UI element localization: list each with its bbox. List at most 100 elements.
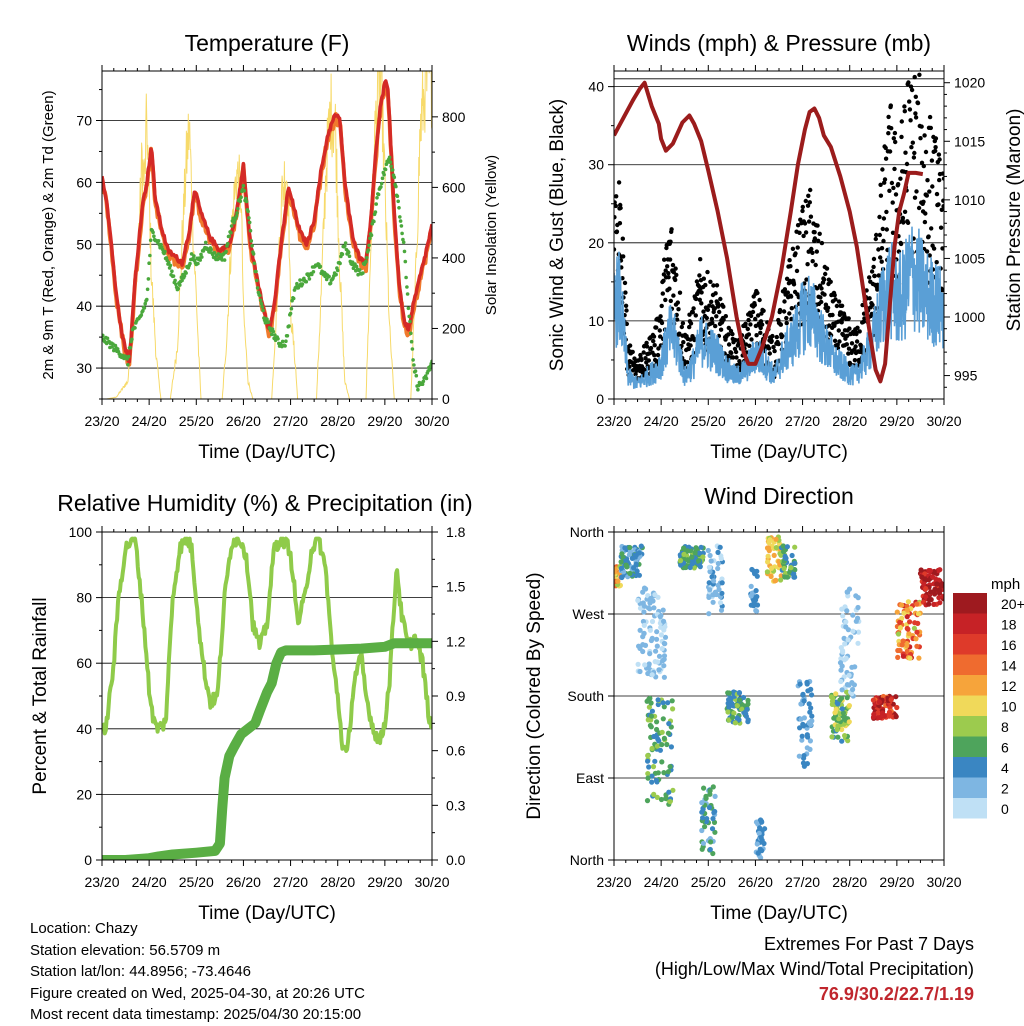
dewpoint-point bbox=[350, 260, 355, 265]
gust-point bbox=[677, 331, 682, 336]
gust-point bbox=[930, 184, 935, 189]
direction-point bbox=[911, 625, 918, 631]
direction-point bbox=[780, 543, 786, 549]
gust-point bbox=[922, 219, 928, 225]
direction-point bbox=[666, 721, 672, 727]
direction-point bbox=[715, 549, 721, 556]
direction-point bbox=[897, 625, 904, 631]
dewpoint-point bbox=[265, 317, 269, 322]
direction-point bbox=[773, 545, 779, 551]
humidity-xtick-label: 25/20 bbox=[179, 874, 214, 890]
gust-point bbox=[931, 246, 937, 251]
gust-point bbox=[726, 325, 731, 331]
gust-point bbox=[809, 246, 814, 252]
direction-point bbox=[799, 737, 805, 743]
direction-point bbox=[829, 734, 835, 740]
dewpoint-point bbox=[408, 319, 412, 324]
gust-point bbox=[936, 152, 942, 157]
direction-point bbox=[797, 725, 803, 731]
direction-point bbox=[899, 602, 905, 608]
gust-point bbox=[748, 322, 753, 327]
direction-point bbox=[907, 619, 913, 625]
direction-point bbox=[914, 629, 920, 635]
direction-point bbox=[850, 628, 856, 634]
gust-point bbox=[914, 189, 919, 194]
gust-point bbox=[643, 356, 648, 361]
temperature-ytick-label: 40 bbox=[76, 298, 92, 314]
direction-point bbox=[808, 705, 814, 711]
gust-point bbox=[717, 309, 722, 315]
dewpoint-point bbox=[280, 339, 285, 344]
gust-point bbox=[798, 217, 803, 222]
dewpoint-point bbox=[409, 331, 413, 336]
gust-point bbox=[847, 326, 852, 331]
gust-point bbox=[908, 56, 912, 60]
gust-point bbox=[940, 246, 944, 251]
direction-cluster bbox=[828, 689, 853, 744]
direction-point bbox=[640, 618, 647, 625]
temperature-xtick-label: 24/20 bbox=[132, 413, 167, 429]
gust-point bbox=[927, 189, 932, 194]
direction-point bbox=[754, 602, 761, 608]
dewpoint-point bbox=[390, 168, 395, 172]
dewpoint-point bbox=[273, 333, 277, 337]
direction-point bbox=[919, 574, 925, 580]
direction-point bbox=[647, 627, 654, 633]
direction-point bbox=[798, 701, 804, 707]
dewpoint-point bbox=[427, 367, 432, 372]
direction-point bbox=[915, 611, 922, 617]
direction-cluster bbox=[748, 566, 761, 614]
extremes-values: 76.9/30.2/22.7/1.19 bbox=[818, 984, 974, 1004]
gust-point bbox=[801, 233, 806, 239]
direction-point bbox=[904, 648, 910, 655]
direction-point bbox=[899, 615, 905, 622]
gust-point bbox=[614, 194, 619, 199]
direction-point bbox=[853, 618, 859, 624]
direction-point bbox=[641, 603, 648, 609]
gust-point bbox=[821, 277, 827, 282]
dewpoint-point bbox=[174, 282, 178, 287]
direction-point bbox=[637, 645, 643, 652]
gust-point bbox=[675, 300, 680, 305]
temperature-xlabel: Time (Day/UTC) bbox=[198, 442, 336, 463]
direction-point bbox=[645, 717, 651, 723]
gust-point bbox=[941, 176, 944, 181]
direction-point bbox=[706, 611, 712, 617]
temperature-xtick-label: 25/20 bbox=[179, 413, 214, 429]
gust-point bbox=[880, 226, 885, 232]
dewpoint-point bbox=[409, 339, 414, 344]
dewpoint-point bbox=[247, 216, 251, 220]
direction-point bbox=[875, 714, 881, 721]
gust-point bbox=[800, 204, 805, 210]
humidity-ytick-label: 0 bbox=[84, 852, 92, 868]
direction-cluster bbox=[870, 693, 900, 721]
gust-point bbox=[898, 176, 903, 181]
direction-cluster bbox=[894, 599, 923, 661]
gust-point bbox=[669, 227, 674, 232]
direction-ytick-label: East bbox=[576, 770, 604, 786]
gust-point bbox=[879, 246, 885, 251]
dewpoint-point bbox=[163, 249, 167, 254]
direction-point bbox=[654, 629, 660, 635]
gust-point bbox=[772, 348, 777, 354]
dewpoint-point bbox=[148, 253, 152, 258]
gust-point bbox=[887, 188, 892, 193]
gust-point bbox=[673, 277, 678, 283]
gust-point bbox=[770, 333, 775, 339]
gust-point bbox=[924, 193, 929, 198]
gust-point bbox=[666, 275, 671, 280]
gust-point bbox=[749, 337, 754, 342]
gust-point bbox=[879, 259, 884, 264]
winds-ylabel-right: Station Pressure (Maroon) bbox=[1004, 109, 1024, 332]
gust-point bbox=[705, 307, 711, 312]
winds-xtick-label: 28/20 bbox=[832, 413, 867, 429]
direction-point bbox=[832, 710, 838, 716]
pressure-ytick-label: 995 bbox=[954, 368, 978, 384]
winds-ytick-label: 20 bbox=[588, 235, 604, 251]
direction-point bbox=[831, 715, 837, 721]
gust-point bbox=[674, 312, 679, 318]
direction-point bbox=[807, 738, 814, 744]
dewpoint-point bbox=[396, 199, 401, 204]
direction-point bbox=[650, 764, 657, 770]
gust-point bbox=[907, 107, 913, 112]
